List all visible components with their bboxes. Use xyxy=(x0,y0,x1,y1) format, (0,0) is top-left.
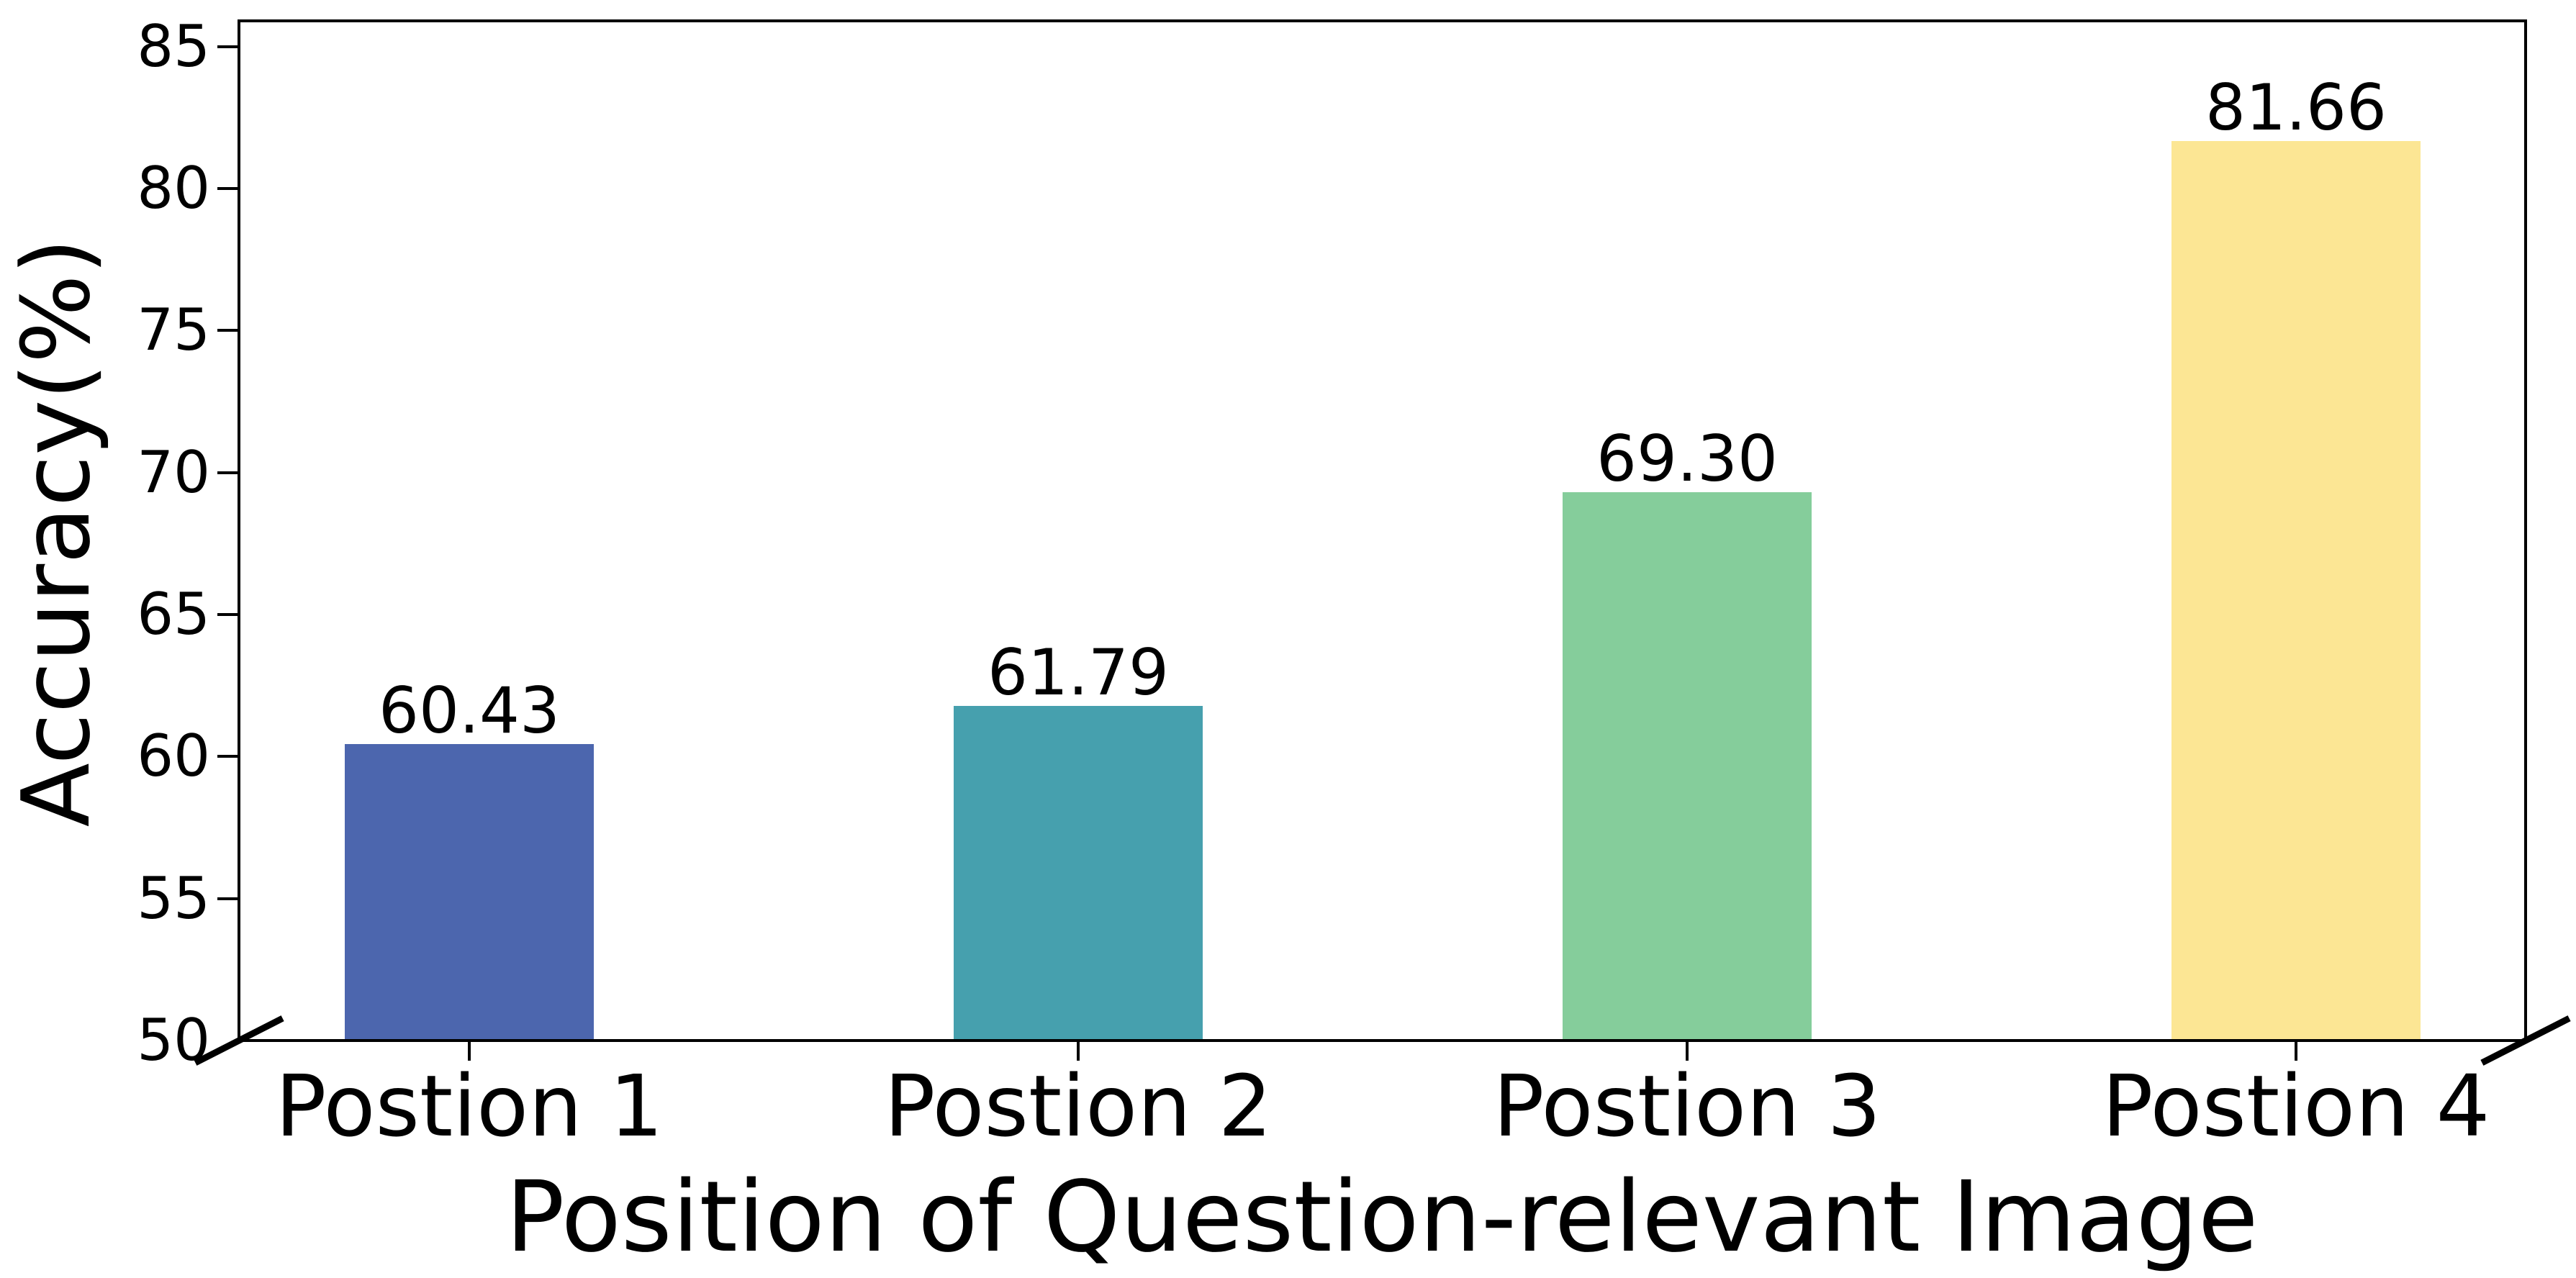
y-tick-mark xyxy=(217,471,238,474)
bar xyxy=(345,744,594,1041)
bar-value-label: 61.79 xyxy=(988,635,1169,710)
y-tick-mark xyxy=(217,612,238,616)
y-tick-mark xyxy=(217,755,238,758)
bar-value-label: 81.66 xyxy=(2205,71,2387,145)
y-tick-mark xyxy=(217,45,238,48)
x-tick-mark xyxy=(1077,1042,1080,1061)
y-tick-label: 80 xyxy=(137,154,210,222)
x-axis-title: Position of Question-relevant Image xyxy=(505,1161,2259,1274)
y-axis-title: Accuracy(%) xyxy=(1,237,111,828)
x-tick-label: Postion 2 xyxy=(884,1056,1273,1156)
bar xyxy=(1563,492,1812,1041)
y-tick-label: 60 xyxy=(137,722,210,790)
y-tick-label: 70 xyxy=(137,438,210,506)
x-tick-mark xyxy=(1686,1042,1689,1061)
y-tick-mark xyxy=(217,897,238,900)
bar-value-label: 60.43 xyxy=(379,674,560,748)
y-tick-label: 75 xyxy=(137,296,210,364)
y-tick-mark xyxy=(217,186,238,190)
x-tick-label: Postion 1 xyxy=(275,1056,664,1156)
x-tick-mark xyxy=(468,1042,471,1061)
y-tick-label: 55 xyxy=(137,864,210,932)
bar-value-label: 69.30 xyxy=(1596,422,1778,497)
x-tick-label: Postion 4 xyxy=(2102,1056,2490,1156)
y-tick-mark xyxy=(217,329,238,332)
y-tick-label: 65 xyxy=(137,580,210,648)
bar xyxy=(954,705,1203,1041)
x-tick-mark xyxy=(2295,1042,2297,1061)
x-tick-label: Postion 3 xyxy=(1493,1056,1881,1156)
axis-break-marker-right xyxy=(2480,1015,2571,1066)
y-tick-label: 85 xyxy=(137,12,210,80)
bar xyxy=(2171,141,2421,1041)
